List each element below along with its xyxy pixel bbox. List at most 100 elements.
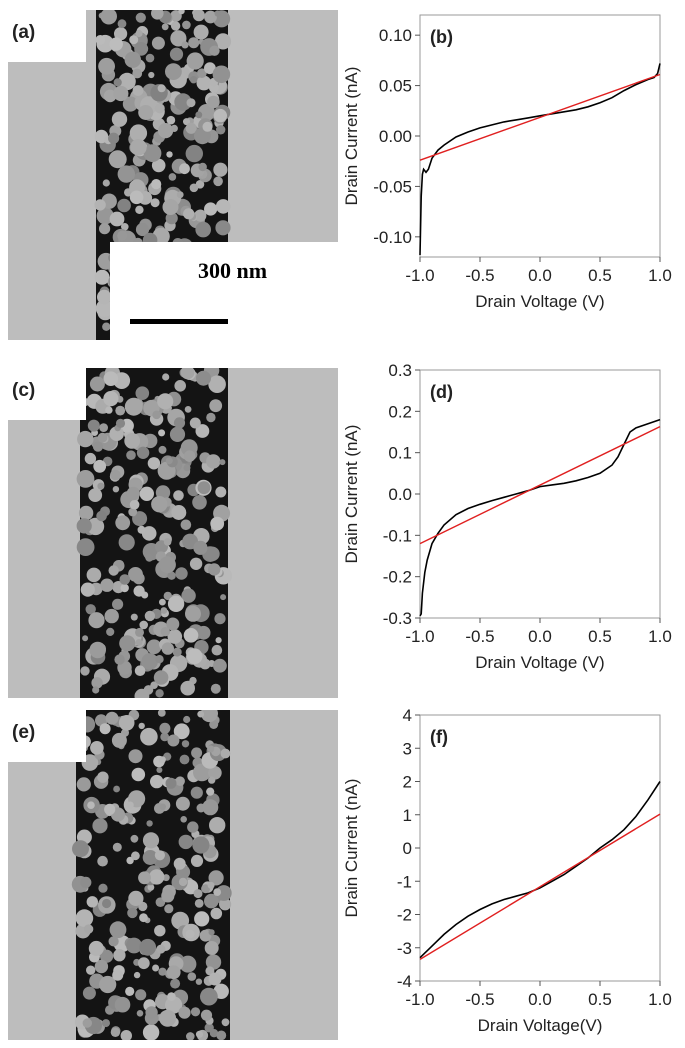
nanoparticle xyxy=(216,1030,227,1040)
nanoparticle xyxy=(99,223,111,235)
nanoparticle xyxy=(180,519,192,531)
nanoparticle xyxy=(159,1009,177,1027)
nanoparticle xyxy=(187,821,199,833)
nanoparticle xyxy=(163,538,172,546)
iv-chart-d: -0.3 -0.2 -0.1 0.0 0.1 0.2 0.3 -1.0 -0.5 0.0 0.5 1.… xyxy=(335,360,685,690)
scale-bar-label: 300 nm xyxy=(198,258,267,283)
nanoparticle xyxy=(205,954,222,970)
nanoparticle xyxy=(86,567,102,583)
nanoparticle xyxy=(98,883,108,893)
nanoparticle xyxy=(157,710,166,717)
y-tick-label: -0.3 xyxy=(383,609,412,628)
chart-panel-label: (f) xyxy=(430,727,448,747)
nanoparticle xyxy=(189,76,198,84)
nanoparticle xyxy=(111,732,127,748)
nanoparticle xyxy=(124,51,141,68)
nanoparticle xyxy=(206,454,221,469)
nanoparticle xyxy=(204,202,218,216)
nanoparticle xyxy=(109,921,127,939)
nanoparticle xyxy=(126,450,136,460)
nanoparticle xyxy=(185,605,201,622)
nanoparticle xyxy=(117,19,127,29)
nanoparticle xyxy=(181,41,189,49)
nanoparticle xyxy=(105,711,119,725)
nanoparticle xyxy=(88,488,103,502)
nanoparticle xyxy=(108,132,120,144)
nanoparticle xyxy=(122,96,138,112)
nanoparticle xyxy=(100,578,114,592)
nanoparticle xyxy=(103,371,119,386)
x-tick-label: -1.0 xyxy=(405,990,434,1009)
nanoparticle xyxy=(196,625,211,640)
x-axis-label: Drain Voltage (V) xyxy=(475,292,604,311)
nanoparticle xyxy=(150,774,164,789)
nanoparticle xyxy=(118,715,135,731)
nanoparticle xyxy=(156,767,163,773)
nanoparticle xyxy=(126,801,134,809)
sem-image-a: (a) 300 nm xyxy=(8,10,338,340)
nanoparticle xyxy=(173,490,184,501)
sem-image-e: (e) xyxy=(8,710,338,1040)
x-tick-label: 1.0 xyxy=(648,627,672,646)
nanoparticle xyxy=(94,199,106,211)
nanoparticle xyxy=(150,198,160,208)
nanoparticle xyxy=(193,540,208,555)
nanoparticle xyxy=(170,10,182,22)
nanoparticle xyxy=(135,639,143,646)
nanoparticle xyxy=(204,941,219,955)
nanoparticle xyxy=(146,639,162,655)
nanoparticle xyxy=(179,754,190,765)
nanoparticle xyxy=(89,641,106,659)
nanoparticle xyxy=(104,803,116,815)
nanoparticle xyxy=(137,957,150,970)
nanoparticle xyxy=(208,929,215,936)
nanoparticle xyxy=(109,211,125,227)
y-tick-label: -0.10 xyxy=(373,228,412,247)
nanoparticle xyxy=(82,986,96,1000)
nanoparticle xyxy=(200,987,218,1006)
plot-frame xyxy=(419,714,661,982)
nanoparticle xyxy=(208,766,222,780)
nanoparticle xyxy=(72,840,89,858)
nanoparticle xyxy=(193,24,209,40)
nanoparticle xyxy=(196,370,211,386)
nanoparticle xyxy=(76,777,91,792)
nanoparticle xyxy=(193,889,203,899)
nanoparticle xyxy=(178,10,185,15)
nanoparticle xyxy=(220,594,227,601)
y-tick-label: 0.0 xyxy=(388,485,412,504)
nanoparticle xyxy=(98,57,115,75)
nanoparticle xyxy=(80,876,92,888)
nanoparticle xyxy=(210,907,223,920)
nanoparticle xyxy=(142,1024,160,1040)
nanoparticle xyxy=(114,996,131,1013)
nanoparticle xyxy=(168,173,177,181)
nanoparticle xyxy=(154,850,165,861)
nanoparticle xyxy=(207,95,220,109)
nanoparticle xyxy=(119,635,136,652)
nanoparticle xyxy=(195,111,203,119)
nanoparticle xyxy=(134,665,146,676)
nanoparticle xyxy=(131,851,140,861)
nanoparticle xyxy=(165,212,178,225)
nanoparticle xyxy=(189,183,199,193)
nanoparticle xyxy=(208,375,226,393)
nanoparticle xyxy=(182,20,191,30)
nanoparticle xyxy=(204,10,217,24)
y-axis-label: Drain Current (nA) xyxy=(342,425,361,564)
label-box xyxy=(8,10,86,62)
nanoparticle xyxy=(115,418,126,428)
label-box xyxy=(8,710,86,762)
nanoparticle xyxy=(94,959,109,974)
nanoparticle xyxy=(110,469,121,481)
nanoparticle xyxy=(112,842,122,852)
nanoparticle xyxy=(139,938,157,956)
nanoparticle xyxy=(181,588,196,603)
nanoparticle xyxy=(143,144,162,163)
y-tick-label: 0.3 xyxy=(388,361,412,380)
nanoparticle xyxy=(186,1032,195,1040)
nanoparticle xyxy=(90,741,104,755)
nanoparticle xyxy=(174,380,186,392)
nanoparticle xyxy=(190,786,203,799)
nanoparticle xyxy=(95,35,106,45)
